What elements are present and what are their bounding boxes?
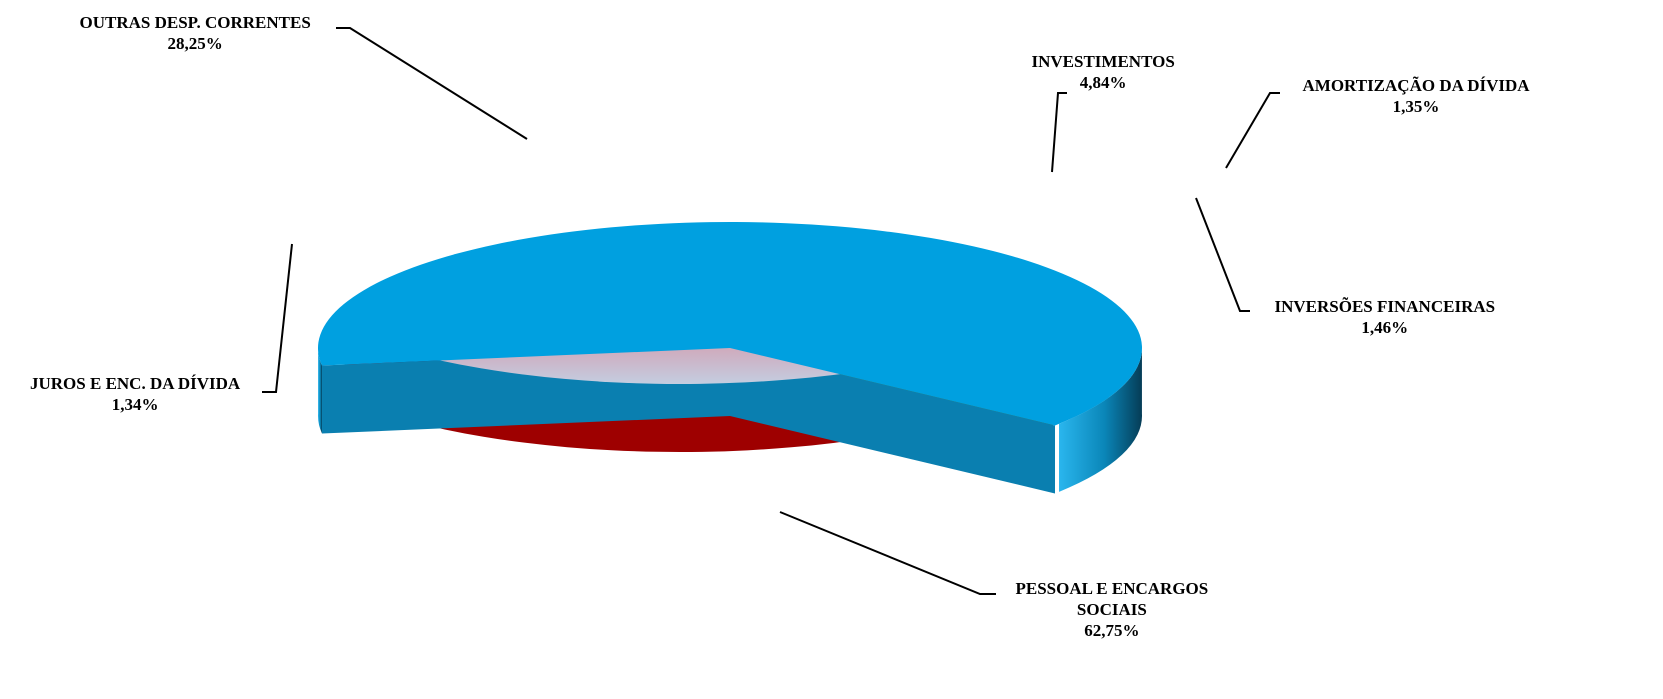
- slice-label-name-amortizacao-da-divida: AMORTIZAÇÃO DA DÍVIDA: [1302, 76, 1530, 95]
- slice-face-pessoal-e-encargos-sociais-1: [730, 348, 1056, 494]
- leader-line-juros-e-enc-da-divida: [262, 243, 293, 393]
- slice-label-pessoal-e-encargos-sociais: PESSOAL E ENCARGOS SOCIAIS 62,75%: [1016, 578, 1209, 641]
- pie-tops: [318, 222, 1142, 426]
- slice-label-name-inversoes-financeiras: INVERSÕES FINANCEIRAS: [1274, 297, 1496, 316]
- leader-line-amortizacao-da-divida: [1225, 92, 1280, 169]
- slice-label-inversoes-financeiras: INVERSÕES FINANCEIRAS 1,46%: [1275, 296, 1496, 338]
- leader-lines: [262, 27, 1280, 595]
- leader-line-investimentos: [1051, 92, 1067, 173]
- slice-label-name-juros-e-enc-da-divida: JUROS E ENC. DA DÍVIDA: [30, 374, 241, 393]
- leader-line-inversoes-financeiras: [1195, 197, 1250, 312]
- slice-label-investimentos: INVESTIMENTOS 4,84%: [1032, 51, 1175, 93]
- slice-label-name-pessoal-e-encargos-sociais-1: SOCIAIS: [1076, 600, 1147, 619]
- slice-value-investimentos: 4,84%: [1079, 73, 1127, 92]
- slice-label-name-outras-desp-correntes: OUTRAS DESP. CORRENTES: [79, 13, 311, 32]
- slice-value-pessoal-e-encargos-sociais: 62,75%: [1084, 621, 1140, 640]
- slice-label-outras-desp-correntes: OUTRAS DESP. CORRENTES 28,25%: [80, 12, 311, 54]
- slice-label-juros-e-enc-da-divida: JUROS E ENC. DA DÍVIDA 1,34%: [30, 373, 240, 415]
- slice-value-inversoes-financeiras: 1,46%: [1361, 318, 1409, 337]
- slice-side-pessoal-e-encargos-sociais: [317, 345, 323, 434]
- leader-line-outras-desp-correntes: [336, 27, 528, 140]
- slice-label-name-pessoal-e-encargos-sociais: PESSOAL E ENCARGOS: [1015, 579, 1209, 598]
- leader-line-pessoal-e-encargos-sociais: [779, 511, 996, 595]
- slice-value-outras-desp-correntes: 28,25%: [167, 34, 223, 53]
- slice-pessoal-e-encargos-sociais: [318, 222, 1142, 426]
- slice-value-amortizacao-da-divida: 1,35%: [1392, 97, 1440, 116]
- slice-value-juros-e-enc-da-divida: 1,34%: [111, 395, 159, 414]
- slice-label-name-investimentos: INVESTIMENTOS: [1031, 52, 1175, 71]
- slice-side-pessoal-e-encargos-sociais-1: [1059, 345, 1142, 492]
- slice-label-amortizacao-da-divida: AMORTIZAÇÃO DA DÍVIDA 1,35%: [1303, 75, 1530, 117]
